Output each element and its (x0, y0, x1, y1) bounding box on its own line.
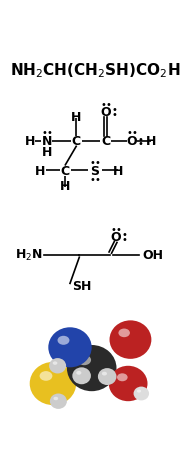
Text: S: S (90, 164, 99, 178)
Text: •: • (110, 224, 116, 234)
Text: •: • (46, 128, 52, 138)
Ellipse shape (48, 327, 92, 367)
Text: H: H (60, 180, 70, 193)
Text: O: O (110, 230, 121, 243)
Text: O: O (127, 135, 137, 148)
Text: H: H (35, 164, 46, 178)
Text: N: N (42, 135, 52, 148)
Text: O: O (100, 106, 111, 119)
Text: •: • (115, 224, 121, 234)
Text: H: H (113, 164, 123, 178)
Text: C: C (72, 135, 81, 148)
Text: •: • (138, 139, 143, 149)
Text: •: • (95, 174, 100, 184)
Ellipse shape (109, 366, 148, 401)
Ellipse shape (53, 397, 58, 400)
Ellipse shape (77, 355, 91, 366)
Ellipse shape (67, 345, 117, 391)
Text: SH: SH (72, 279, 92, 293)
Text: •: • (138, 134, 143, 144)
Ellipse shape (49, 358, 66, 374)
Ellipse shape (76, 371, 81, 375)
Text: •: • (41, 128, 47, 138)
Ellipse shape (72, 367, 91, 385)
Ellipse shape (30, 362, 76, 405)
Ellipse shape (58, 336, 69, 345)
Text: •: • (111, 110, 117, 120)
Text: •: • (95, 158, 100, 168)
Ellipse shape (40, 371, 52, 381)
Text: •: • (126, 128, 132, 138)
Text: H: H (71, 110, 81, 124)
Ellipse shape (50, 394, 67, 409)
Text: NH$_2$CH(CH$_2$SH)CO$_2$H: NH$_2$CH(CH$_2$SH)CO$_2$H (10, 61, 180, 80)
Text: •: • (132, 128, 138, 138)
Text: •: • (111, 105, 117, 115)
Ellipse shape (117, 374, 128, 381)
Text: C: C (101, 135, 110, 148)
Ellipse shape (53, 362, 57, 365)
Text: H: H (42, 146, 52, 159)
Ellipse shape (98, 368, 117, 385)
Ellipse shape (137, 390, 141, 393)
Text: •: • (121, 234, 127, 244)
Text: C: C (61, 164, 70, 178)
Ellipse shape (118, 329, 130, 337)
Text: •: • (105, 100, 111, 110)
Text: H: H (24, 135, 35, 148)
Ellipse shape (102, 372, 107, 376)
Ellipse shape (133, 387, 149, 401)
Text: H$_2$N: H$_2$N (15, 248, 43, 263)
Text: OH: OH (142, 249, 163, 262)
Text: •: • (89, 158, 95, 168)
Text: •: • (89, 174, 95, 184)
Text: •: • (121, 229, 127, 239)
Text: H: H (146, 135, 157, 148)
Ellipse shape (110, 321, 151, 359)
Text: •: • (100, 100, 106, 110)
